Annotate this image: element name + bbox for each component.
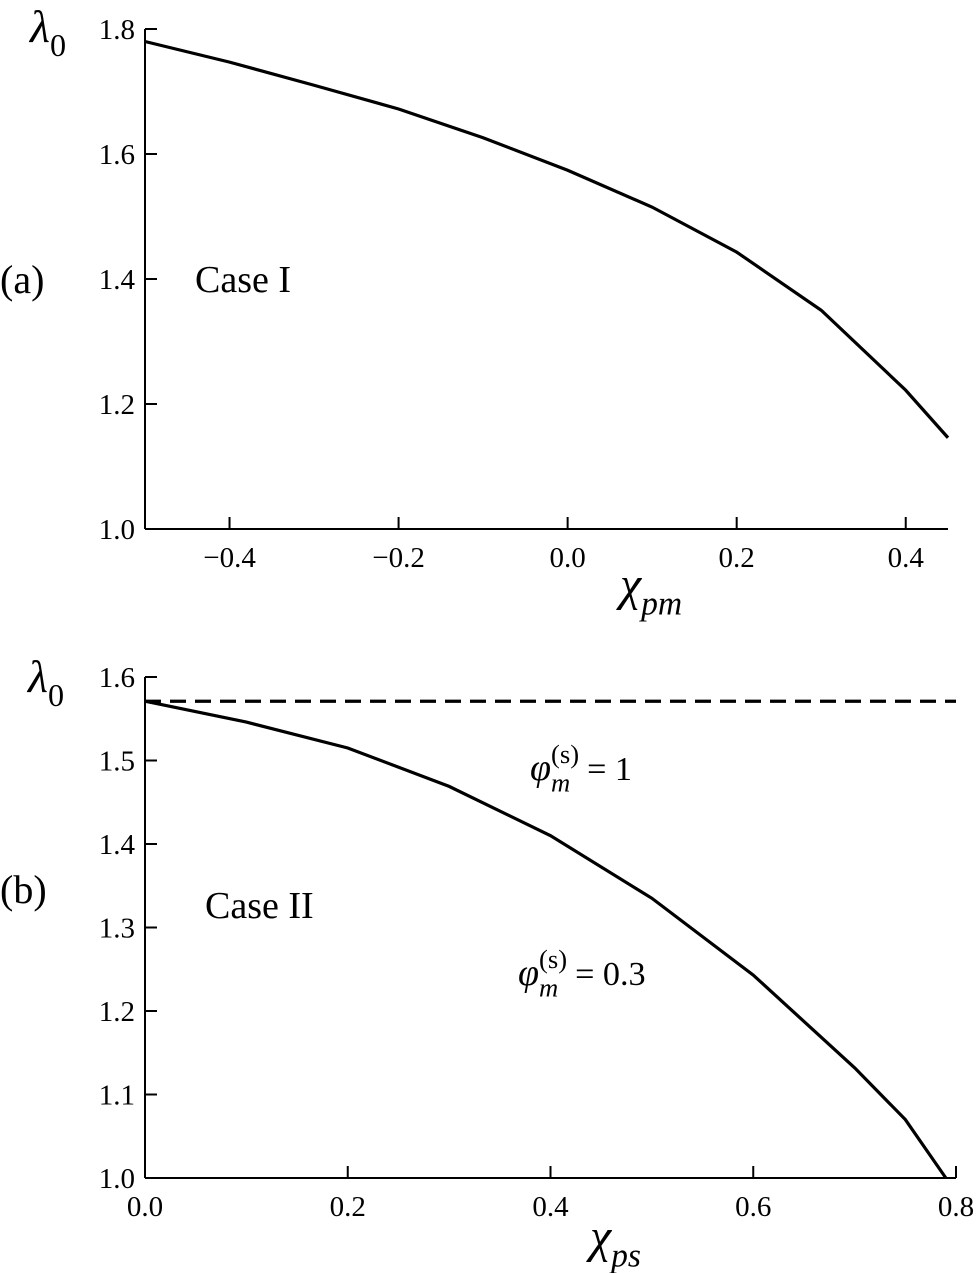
x-axis-label-main: χ [616,558,643,611]
annotation-main: φ [530,747,551,789]
y-axis-label-sub: 0 [50,27,66,63]
y-tick-label: 1.8 [99,14,135,46]
x-tick-label: 0.0 [550,542,586,574]
x-axis-label-sub: ps [609,1237,641,1273]
y-tick-label: 1.4 [99,264,136,296]
x-tick-label: 0.4 [532,1191,569,1223]
panel-label: (b) [0,867,47,912]
annotation: Case II [205,885,314,927]
y-tick-label: 1.6 [99,662,135,694]
annotation-main: φ [518,952,539,994]
annotation-sup: (s) [539,944,567,974]
x-tick-label: 0.0 [127,1191,163,1223]
y-tick-label: 1.3 [99,913,135,945]
y-tick-label: 1.6 [99,139,135,171]
annotation-rest: = 0.3 [575,956,646,993]
data-line [144,39,950,439]
y-tick-label: 1.0 [99,514,135,546]
y-axis-label-sub: 0 [48,677,64,713]
x-tick-label: 0.2 [719,542,755,574]
y-tick-label: 1.0 [99,1163,135,1195]
annotation-sup: (s) [551,739,579,769]
x-tick-label: −0.4 [203,542,256,574]
y-axis-label-main: λ [28,1,50,52]
y-tick-label: 1.5 [99,746,135,778]
y-tick-label: 1.1 [99,1080,135,1112]
panel-label: (a) [0,257,44,302]
annotation-sub: m [551,767,570,797]
x-tick-label: 0.6 [735,1191,771,1223]
y-tick-label: 1.2 [99,389,135,421]
annotation-rest: = 1 [587,751,632,788]
annotation: Case I [195,259,291,301]
x-tick-label: −0.2 [372,542,425,574]
x-tick-label: 0.2 [330,1191,366,1223]
data-line [144,699,948,1179]
x-axis-label-main: χ [586,1210,613,1263]
y-tick-label: 1.2 [99,996,135,1028]
x-axis-label-sub: pm [639,585,682,622]
annotation-sub: m [539,972,558,1002]
y-tick-label: 1.4 [99,829,136,861]
y-axis-label-main: λ [26,651,48,702]
x-tick-label: 0.8 [938,1191,974,1223]
x-tick-label: 0.4 [888,542,925,574]
